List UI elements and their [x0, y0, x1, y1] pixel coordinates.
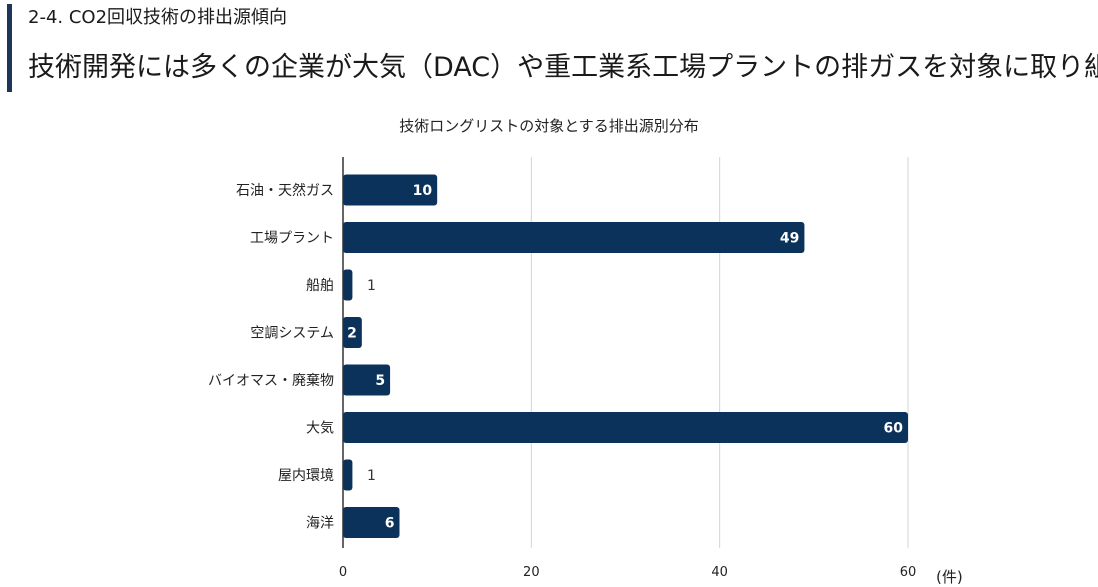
category-label: 海洋	[306, 516, 334, 532]
data-label: 49	[780, 231, 799, 247]
data-label: 1	[367, 468, 376, 484]
bar	[343, 364, 391, 396]
data-label: 60	[884, 421, 904, 437]
chart-title: 技術ロングリストの対象とする排出源別分布	[399, 117, 699, 135]
bar	[343, 174, 438, 206]
x-tick-label: 20	[523, 565, 540, 580]
x-axis-unit: (件)	[936, 568, 963, 586]
bar	[343, 507, 400, 538]
bar	[343, 317, 362, 348]
data-label: 10	[413, 183, 433, 199]
data-label: 1	[367, 278, 376, 294]
bar	[343, 459, 353, 491]
category-label: 屋内環境	[278, 468, 334, 484]
category-label: 石油・天然ガス	[236, 182, 334, 199]
x-tick-label: 0	[339, 565, 347, 580]
category-label: 工場プラント	[250, 231, 334, 247]
category-label: 船舶	[306, 278, 334, 294]
bar	[343, 412, 908, 443]
data-label: 2	[347, 326, 357, 342]
page-headline: 技術開発には多くの企業が大気（DAC）や重工業系工場プラントの排ガスを対象に取り…	[28, 52, 1098, 83]
section-label: 2-4. CO2回収技術の排出源傾向	[28, 7, 288, 28]
category-label: バイオマス・廃棄物	[208, 372, 334, 389]
x-tick-label: 60	[900, 565, 917, 580]
category-label: 空調システム	[250, 326, 334, 342]
bar	[343, 269, 353, 301]
bar	[343, 222, 805, 253]
data-label: 5	[375, 373, 385, 389]
title-accent-bar	[7, 4, 12, 92]
data-label: 6	[385, 516, 395, 532]
category-label: 大気	[306, 421, 334, 437]
x-tick-label: 40	[711, 565, 728, 580]
